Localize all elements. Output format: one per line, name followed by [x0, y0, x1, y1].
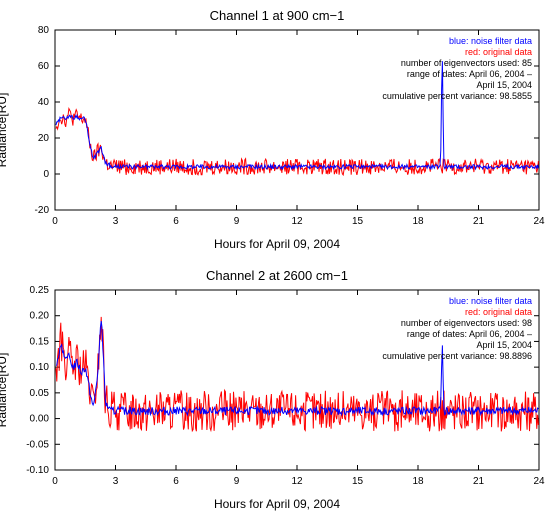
y-tick-label: 0.00 — [30, 414, 50, 425]
y-tick-label: -0.10 — [26, 465, 49, 476]
y-tick-label: 0.05 — [30, 388, 50, 399]
chart-svg: 0 3 6 9 12 15 18 21 24 -0.10 -0.05 0.00 0.05 0.10 0.15… — [0, 285, 554, 495]
x-tick-label: 15 — [352, 216, 364, 227]
x-tick-label: 9 — [234, 216, 240, 227]
chart-title: Channel 2 at 2600 cm−1 — [0, 268, 554, 283]
x-tick-label: 24 — [533, 476, 545, 487]
axis-box — [55, 290, 539, 470]
x-tick-label: 3 — [113, 216, 119, 227]
y-tick-label: 0.10 — [30, 362, 50, 373]
axis-box — [55, 30, 539, 210]
x-tick-label: 18 — [412, 476, 424, 487]
chart-panel-channel-1: Channel 1 at 900 cm−1 Radiance[RU] 0 3 6 9 1… — [0, 8, 554, 238]
x-tick-label: 0 — [52, 216, 58, 227]
series-blue-filtered — [56, 61, 538, 169]
y-tick-label: -20 — [35, 205, 50, 216]
series-red-original — [56, 317, 538, 432]
x-axis-label: Hours for April 09, 2004 — [0, 237, 554, 251]
y-tick-label: 0.20 — [30, 311, 50, 322]
y-tick-label: 60 — [38, 61, 50, 72]
x-tick-label: 6 — [173, 216, 179, 227]
y-tick-label: 40 — [38, 97, 50, 108]
x-tick-label: 12 — [291, 216, 303, 227]
x-tick-label: 0 — [52, 476, 58, 487]
chart-title: Channel 1 at 900 cm−1 — [0, 8, 554, 23]
y-tick-label: 0.15 — [30, 336, 50, 347]
plot-area: Radiance[RU] 0 3 6 9 12 15 18 21 24 -0.10 -0.05 0.0… — [0, 285, 554, 495]
x-tick-label: 15 — [352, 476, 364, 487]
x-tick-label: 18 — [412, 216, 424, 227]
y-tick-label: 80 — [38, 25, 50, 36]
chart-svg: 03691215182124-20020406080 — [0, 25, 554, 235]
x-axis-label: Hours for April 09, 2004 — [0, 497, 554, 511]
plot-area: Radiance[RU] 03691215182124-20020406080 … — [0, 25, 554, 235]
x-tick-label: 3 — [113, 476, 119, 487]
x-tick-label: 12 — [291, 476, 303, 487]
x-tick-label: 21 — [473, 216, 485, 227]
y-tick-label: 0 — [43, 169, 49, 180]
y-tick-label: -0.05 — [26, 439, 49, 450]
x-tick-label: 9 — [234, 476, 240, 487]
y-axis-label: Radiance[RU] — [0, 93, 9, 168]
x-tick-label: 24 — [533, 216, 545, 227]
y-tick-label: 0.25 — [30, 285, 50, 296]
x-tick-label: 6 — [173, 476, 179, 487]
y-tick-label: 20 — [38, 133, 50, 144]
chart-panel-channel-2: Channel 2 at 2600 cm−1 Radiance[RU] 0 3 6 9… — [0, 268, 554, 498]
x-tick-label: 21 — [473, 476, 485, 487]
y-axis-label: Radiance[RU] — [0, 353, 9, 428]
